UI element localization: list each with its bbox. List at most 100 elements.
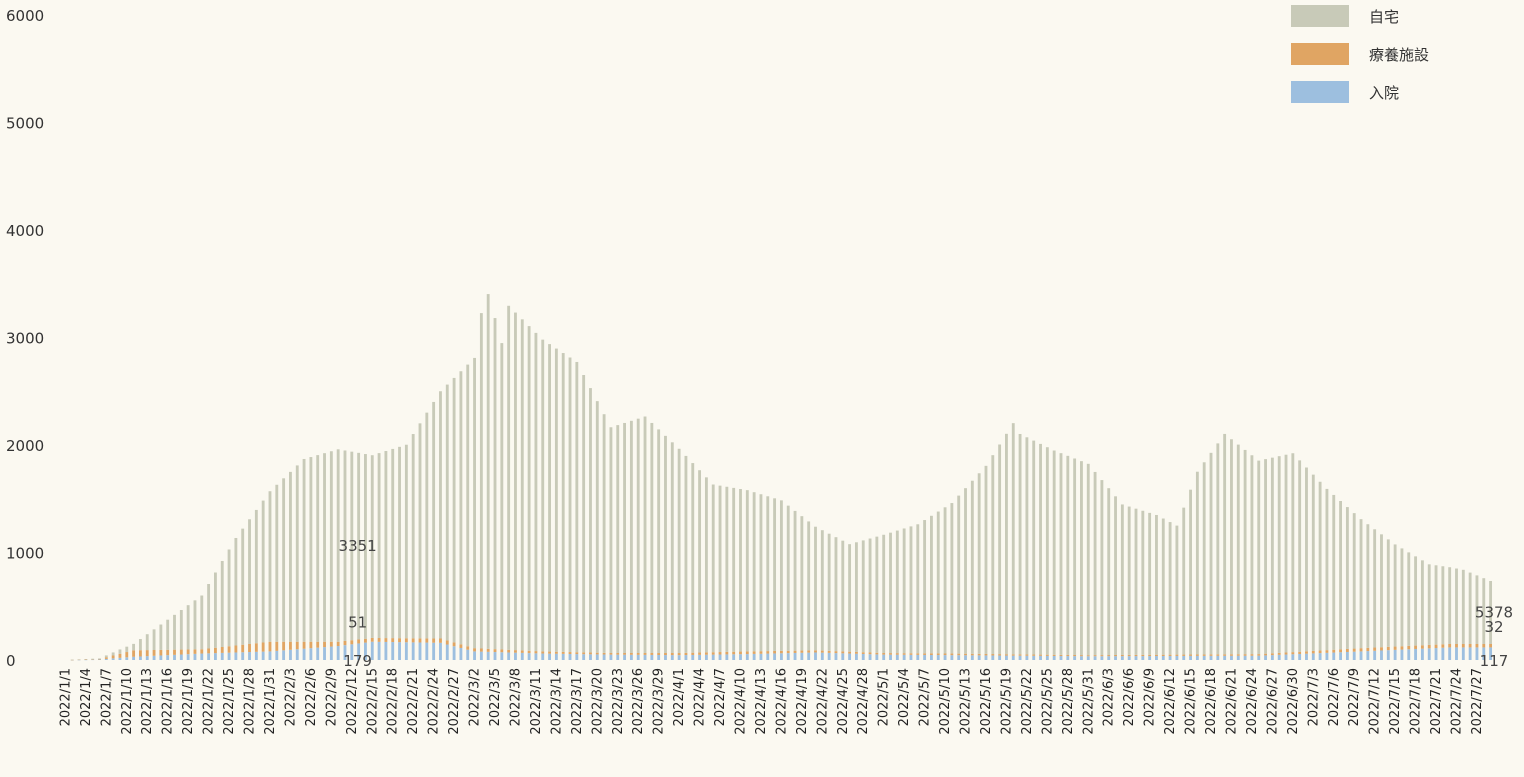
bar-home bbox=[1195, 471, 1199, 655]
bar-facility bbox=[950, 653, 954, 656]
bar-home bbox=[848, 544, 852, 652]
x-tick-label: 2022/1/4 bbox=[79, 668, 94, 726]
x-tick-label: 2022/4/28 bbox=[856, 668, 871, 735]
bar-facility bbox=[316, 641, 320, 648]
bar-facility bbox=[875, 652, 879, 655]
bar-inpatient bbox=[970, 655, 974, 660]
bar-inpatient bbox=[384, 641, 388, 660]
bar-facility bbox=[1182, 654, 1186, 656]
bar-facility bbox=[943, 653, 947, 656]
x-tick-label: 2022/2/6 bbox=[304, 668, 319, 726]
bar-facility bbox=[732, 651, 736, 655]
bar-facility bbox=[1114, 654, 1117, 657]
bar-facility bbox=[336, 641, 340, 647]
bar-home bbox=[1318, 481, 1322, 651]
bar-home bbox=[1202, 462, 1206, 655]
bar-facility bbox=[370, 637, 374, 642]
bar-facility bbox=[214, 647, 217, 654]
bar-inpatient bbox=[493, 652, 497, 660]
bar-facility bbox=[193, 649, 197, 654]
bar-inpatient bbox=[841, 653, 845, 660]
x-tick-label: 2022/2/21 bbox=[406, 668, 421, 735]
bar-inpatient bbox=[1059, 656, 1063, 660]
bar-inpatient bbox=[650, 654, 654, 660]
x-tick-label: 2022/6/18 bbox=[1204, 668, 1219, 735]
bar-facility bbox=[827, 650, 831, 653]
bar-home bbox=[793, 510, 797, 651]
bar-facility bbox=[664, 653, 667, 656]
x-axis: 2022/1/1 2022/1/4 2022/1/7 2022/1/10 2022/1/… bbox=[58, 668, 1485, 735]
bar-inpatient bbox=[1243, 655, 1247, 660]
bar-home bbox=[98, 658, 101, 659]
bar-home bbox=[1018, 433, 1022, 655]
bar-inpatient bbox=[1386, 650, 1390, 660]
bar-inpatient bbox=[745, 654, 749, 660]
bar-home bbox=[916, 524, 920, 654]
bar-facility bbox=[1455, 643, 1458, 648]
bar-home bbox=[166, 619, 170, 650]
x-tick-label: 2022/3/5 bbox=[488, 668, 503, 726]
bar-home bbox=[261, 500, 265, 643]
bar-inpatient bbox=[316, 647, 320, 660]
bar-inpatient bbox=[520, 652, 524, 660]
bar-home bbox=[1257, 460, 1261, 655]
bar-facility bbox=[704, 652, 708, 655]
x-tick-label: 2022/6/12 bbox=[1163, 668, 1178, 735]
bar-home bbox=[1339, 501, 1342, 650]
bar-home bbox=[541, 339, 545, 652]
bar-home bbox=[220, 560, 224, 647]
bar-home bbox=[820, 530, 824, 651]
bar-facility bbox=[1373, 647, 1377, 651]
bar-facility bbox=[779, 650, 783, 654]
bar-facility bbox=[152, 650, 156, 656]
bar-home bbox=[1086, 463, 1090, 656]
x-tick-label: 2022/3/8 bbox=[508, 668, 523, 726]
bar-inpatient bbox=[704, 654, 708, 660]
bar-home bbox=[1189, 489, 1192, 655]
bar-facility bbox=[125, 652, 129, 658]
bar-inpatient bbox=[370, 641, 374, 660]
bar-facility bbox=[595, 652, 599, 655]
bar-inpatient bbox=[1318, 653, 1322, 660]
bar-inpatient bbox=[1086, 656, 1090, 660]
x-tick-label: 2022/1/22 bbox=[202, 668, 217, 735]
bar-inpatient bbox=[1298, 653, 1302, 660]
bar-facility bbox=[459, 644, 463, 648]
bar-inpatient bbox=[1230, 655, 1233, 660]
bar-home bbox=[1270, 457, 1274, 654]
bar-inpatient bbox=[1052, 655, 1056, 660]
bar-inpatient bbox=[104, 658, 108, 660]
x-tick-label: 2022/6/15 bbox=[1184, 668, 1199, 735]
bar-inpatient bbox=[364, 642, 367, 660]
bar-home bbox=[902, 528, 906, 654]
x-tick-label: 2022/7/21 bbox=[1429, 668, 1444, 735]
bar-home bbox=[1134, 508, 1138, 655]
bar-facility bbox=[1100, 655, 1104, 657]
x-tick-label: 2022/4/4 bbox=[693, 668, 708, 726]
bar-inpatient bbox=[1366, 651, 1370, 660]
y-tick-label: 6000 bbox=[6, 7, 44, 25]
bar-inpatient bbox=[295, 649, 299, 660]
bar-home bbox=[1005, 433, 1008, 655]
bar-home bbox=[70, 659, 74, 661]
bar-facility bbox=[1059, 654, 1063, 657]
bar-inpatient bbox=[609, 654, 613, 661]
x-tick-label: 2022/5/19 bbox=[999, 668, 1014, 735]
bar-inpatient bbox=[1270, 655, 1274, 660]
bar-inpatient bbox=[479, 651, 483, 660]
bar-home bbox=[350, 451, 354, 641]
bar-facility bbox=[261, 642, 265, 652]
bar-inpatient bbox=[214, 653, 217, 660]
bar-facility bbox=[179, 649, 183, 655]
x-tick-label: 2022/2/12 bbox=[345, 668, 360, 735]
bar-inpatient bbox=[1284, 654, 1288, 660]
bar-facility bbox=[254, 643, 258, 652]
bar-inpatient bbox=[1120, 656, 1124, 660]
bar-home bbox=[459, 371, 463, 645]
bar-home bbox=[1107, 488, 1111, 656]
bar-home bbox=[207, 584, 211, 649]
bar-home bbox=[289, 471, 292, 642]
